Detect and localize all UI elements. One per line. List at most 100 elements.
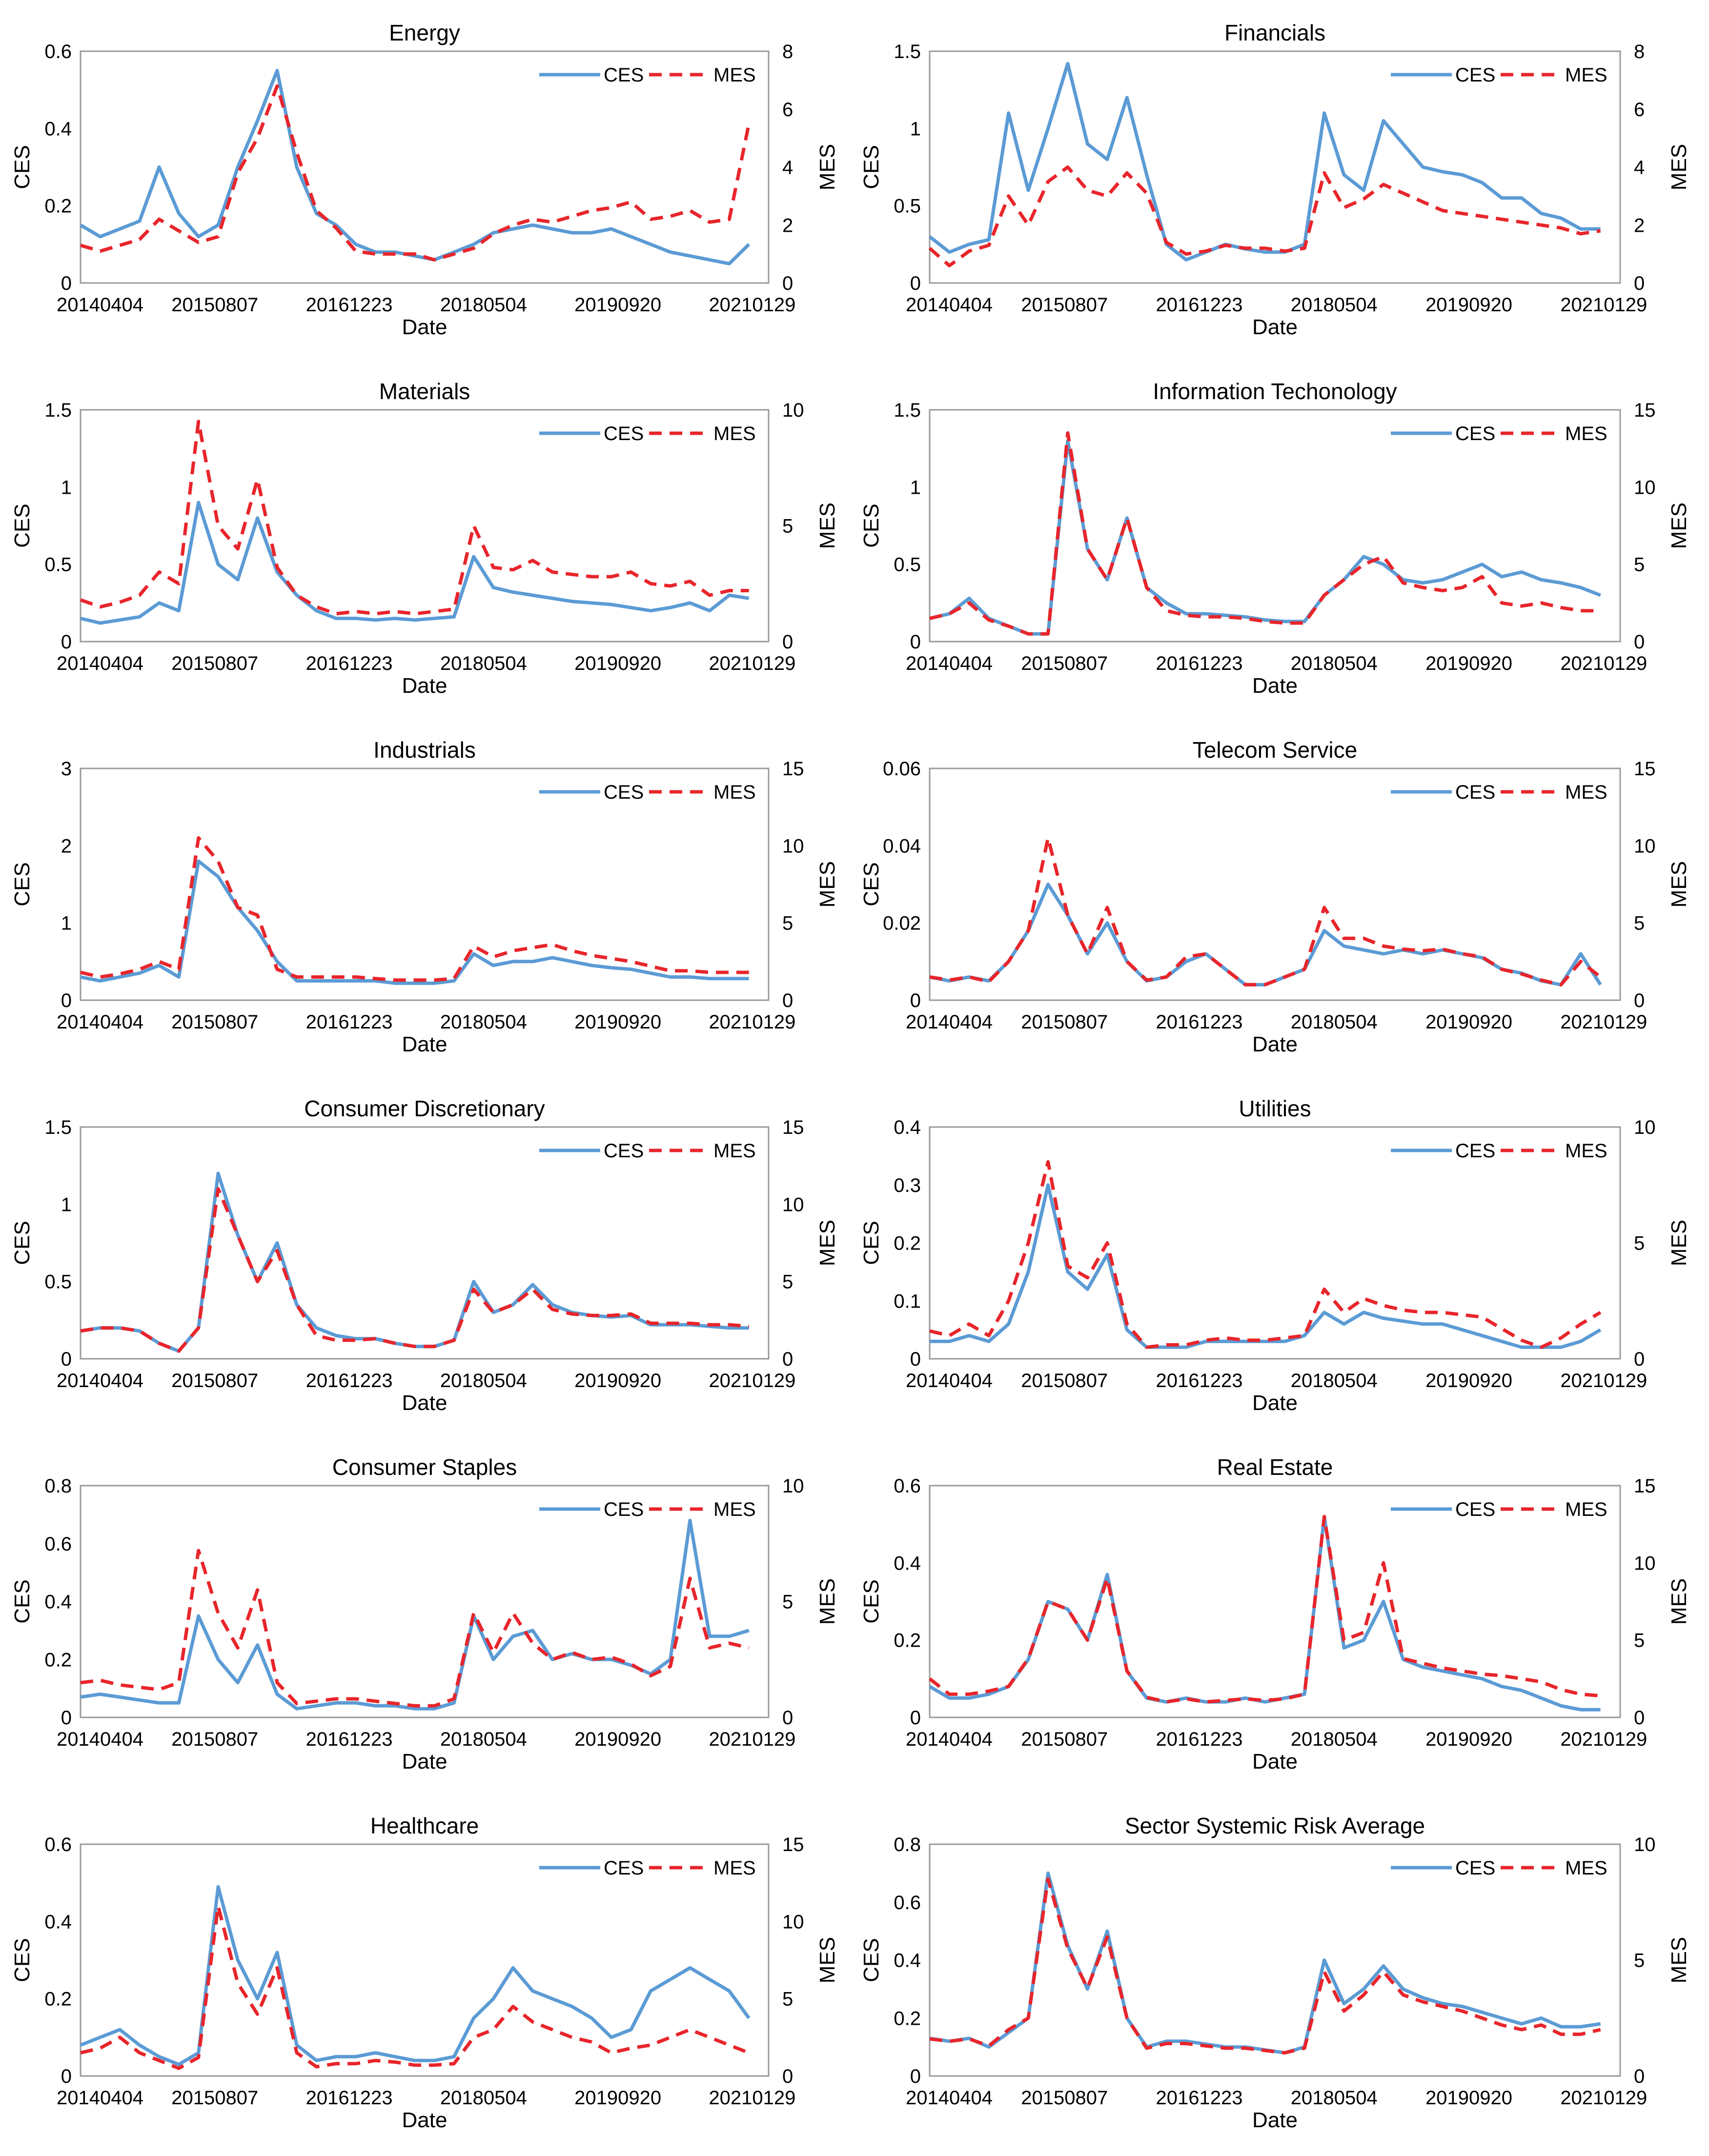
y-tick-label: 1.5 xyxy=(44,400,72,421)
plot-frame xyxy=(80,1485,770,1718)
legend-ces-label: CES xyxy=(1455,64,1495,86)
y2-tick-label: 6 xyxy=(1634,99,1645,121)
x-tick-label: 20161223 xyxy=(306,1370,393,1391)
y2-axis-title: MES xyxy=(1667,1937,1691,1983)
x-tick-label: 20161223 xyxy=(306,653,393,674)
plot-frame xyxy=(929,50,1621,284)
x-tick-label: 20150807 xyxy=(171,1011,258,1033)
y-tick-label: 1 xyxy=(61,913,72,934)
legend-ces-label: CES xyxy=(1455,1857,1495,1879)
y2-axis-title: MES xyxy=(815,1937,839,1983)
x-tick-label: 20150807 xyxy=(171,653,258,674)
y-tick-label: 1.5 xyxy=(44,1117,72,1138)
ces-series-line xyxy=(80,1171,749,1353)
legend-ces-label: CES xyxy=(604,1140,644,1162)
y-axis-title: CES xyxy=(859,1579,883,1623)
x-tick-label: 20161223 xyxy=(1156,653,1243,674)
y-tick-label: 1 xyxy=(910,118,921,140)
y-tick-label: 0.4 xyxy=(894,1950,921,1972)
chart-panel: Utilities 0 0.1 0.2 0.3 0.4 0 5 10 20140404 201508… xyxy=(859,1096,1691,1415)
chart-panel: Financials 0 0.5 1 1.5 0 2 4 6 8 20140404 20150807 2… xyxy=(859,20,1691,339)
x-tick-label: 20161223 xyxy=(306,294,393,316)
y2-tick-label: 5 xyxy=(1634,1233,1645,1254)
mes-series-line xyxy=(929,1160,1602,1349)
x-tick-label: 20180504 xyxy=(440,294,527,316)
legend-ces-label: CES xyxy=(1455,423,1495,444)
y2-axis-title: MES xyxy=(1667,144,1691,190)
x-tick-label: 20140404 xyxy=(906,1729,993,1750)
x-tick-label: 20161223 xyxy=(306,1011,393,1033)
y-tick-label: 0.2 xyxy=(44,196,72,217)
x-tick-label: 20180504 xyxy=(440,1370,527,1391)
y2-axis-title: MES xyxy=(815,1220,839,1266)
chart-title: Telecom Service xyxy=(1193,737,1357,763)
y-tick-label: 0.8 xyxy=(894,1834,921,1855)
y2-tick-label: 0 xyxy=(1634,273,1645,294)
y2-tick-label: 10 xyxy=(782,400,804,421)
x-tick-label: 20161223 xyxy=(1156,1370,1243,1391)
x-axis-title: Date xyxy=(1252,315,1298,339)
legend-mes-label: MES xyxy=(1565,1140,1607,1162)
y2-tick-label: 5 xyxy=(782,1989,793,2010)
x-tick-label: 20210129 xyxy=(1560,2087,1647,2109)
x-tick-label: 20180504 xyxy=(440,2087,527,2109)
x-axis-title: Date xyxy=(1252,2108,1298,2132)
x-tick-label: 20150807 xyxy=(1021,2087,1108,2109)
x-tick-label: 20150807 xyxy=(1021,1729,1108,1750)
y-tick-label: 0.6 xyxy=(894,1892,921,1914)
y2-tick-label: 2 xyxy=(782,215,793,236)
x-tick-label: 20140404 xyxy=(906,1370,993,1391)
y2-tick-label: 0 xyxy=(782,1707,793,1729)
y2-tick-label: 10 xyxy=(1634,1552,1656,1574)
y2-tick-label: 5 xyxy=(782,1592,793,1613)
x-axis-title: Date xyxy=(402,315,448,339)
chart-title: Real Estate xyxy=(1217,1454,1333,1480)
y2-tick-label: 15 xyxy=(1634,758,1656,780)
y2-tick-label: 0 xyxy=(1634,1707,1645,1729)
x-tick-label: 20190920 xyxy=(574,2087,661,2109)
y-axis-title: CES xyxy=(859,1938,883,1982)
x-tick-label: 20190920 xyxy=(574,1370,661,1391)
x-tick-label: 20180504 xyxy=(440,653,527,674)
y-tick-label: 0.5 xyxy=(894,554,921,576)
legend-mes-label: MES xyxy=(713,423,756,444)
y-tick-label: 0 xyxy=(61,1349,72,1370)
x-tick-label: 20150807 xyxy=(1021,1011,1108,1033)
x-tick-label: 20150807 xyxy=(1021,294,1108,316)
plot-frame xyxy=(929,767,1621,1001)
plot-frame xyxy=(80,50,770,284)
x-tick-label: 20180504 xyxy=(440,1729,527,1750)
y-tick-label: 0 xyxy=(61,990,72,1011)
y2-tick-label: 5 xyxy=(782,913,793,934)
y-tick-label: 0.2 xyxy=(894,2008,921,2029)
chart-title: Industrials xyxy=(373,737,476,763)
x-tick-label: 20140404 xyxy=(906,1011,993,1033)
y-axis-title: CES xyxy=(10,1579,34,1623)
x-tick-label: 20150807 xyxy=(171,2087,258,2109)
x-tick-label: 20190920 xyxy=(1425,1729,1512,1750)
y2-tick-label: 10 xyxy=(1634,1834,1656,1855)
legend-mes-label: MES xyxy=(1565,782,1607,803)
y-tick-label: 0.02 xyxy=(883,913,921,934)
y-tick-label: 0.06 xyxy=(883,758,921,780)
legend-ces-label: CES xyxy=(604,1499,644,1520)
y-tick-label: 0 xyxy=(61,273,72,294)
chart-panel: Healthcare 0 0.2 0.4 0.6 0 5 10 15 20140404 201508… xyxy=(10,1813,839,2132)
x-tick-label: 20190920 xyxy=(574,294,661,316)
x-tick-label: 20161223 xyxy=(1156,294,1243,316)
x-axis-title: Date xyxy=(1252,1032,1298,1056)
y-axis-title: CES xyxy=(859,862,883,906)
y2-tick-label: 0 xyxy=(1634,631,1645,653)
y-tick-label: 0 xyxy=(910,273,921,294)
y-tick-label: 0.6 xyxy=(894,1475,921,1497)
legend-ces-label: CES xyxy=(604,64,644,86)
x-tick-label: 20150807 xyxy=(171,1729,258,1750)
y2-axis-title: MES xyxy=(815,503,839,549)
x-tick-label: 20161223 xyxy=(1156,1729,1243,1750)
y2-tick-label: 5 xyxy=(782,516,793,537)
mes-series-line xyxy=(80,84,751,262)
legend-ces-label: CES xyxy=(1455,782,1495,803)
x-tick-label: 20150807 xyxy=(171,294,258,316)
y2-axis-title: MES xyxy=(1667,1578,1691,1625)
x-tick-label: 20161223 xyxy=(306,2087,393,2109)
